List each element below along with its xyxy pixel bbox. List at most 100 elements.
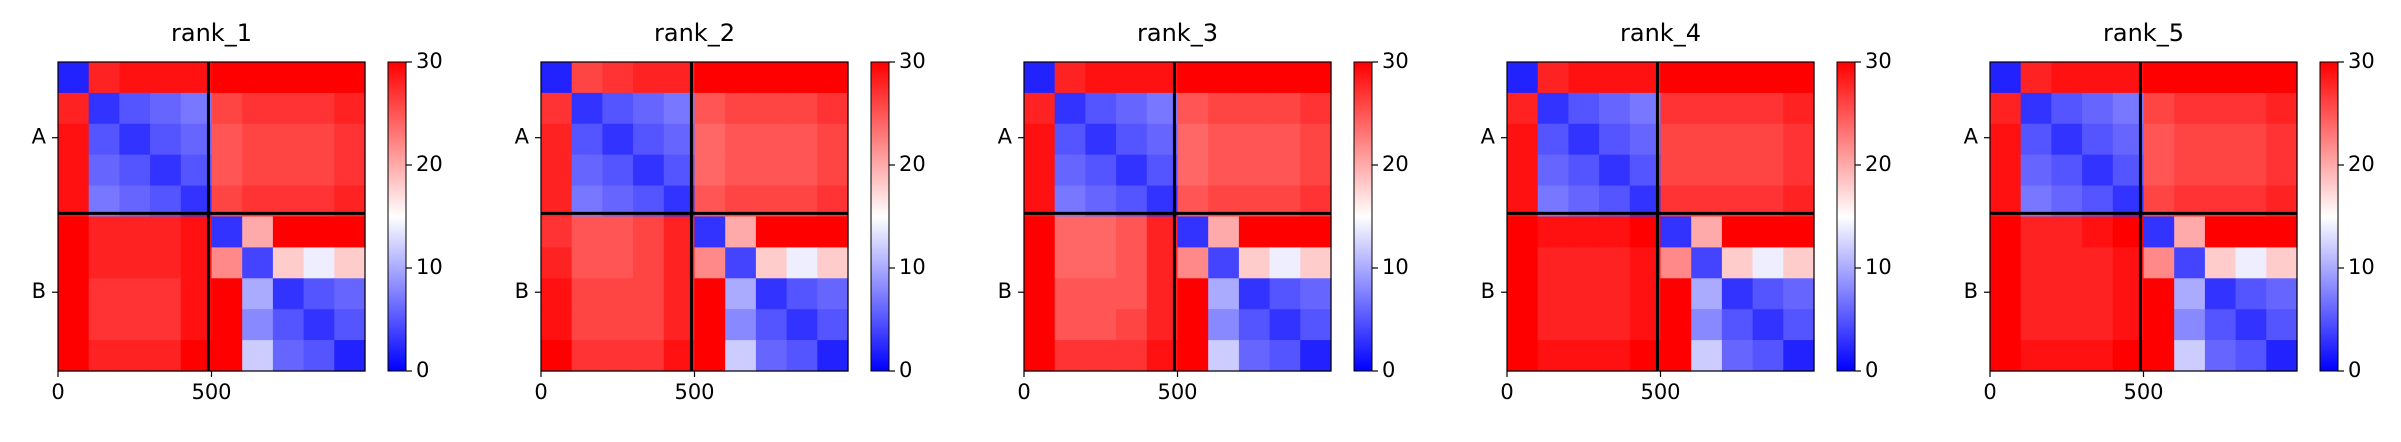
heatmap-cell <box>2082 216 2114 248</box>
heatmap-cell <box>1537 216 1569 248</box>
heatmap-cell <box>571 123 603 156</box>
heatmap-cell <box>602 62 634 94</box>
heatmap-cell <box>88 185 120 218</box>
heatmap-cell <box>242 123 274 156</box>
heatmap-cell <box>1177 340 1209 372</box>
heatmap-cell <box>755 154 788 187</box>
heatmap-cell <box>334 278 366 310</box>
heatmap-cell <box>541 185 573 218</box>
heatmap-cell <box>1721 92 1754 125</box>
heatmap-cell <box>1629 278 1662 310</box>
heatmap-cell <box>1660 340 1692 372</box>
heatmap-cell <box>1116 123 1148 156</box>
heatmap-cell <box>633 185 665 218</box>
heatmap-cell <box>1177 62 1209 94</box>
heatmap-cell <box>1752 309 1784 341</box>
heatmap-cell <box>1507 309 1539 341</box>
heatmap-cell <box>1238 309 1271 341</box>
heatmap-cell <box>211 340 243 372</box>
heatmap-cell <box>663 278 696 310</box>
colorbar-tick-label: 10 <box>416 255 443 279</box>
heatmap-cell <box>1568 92 1600 125</box>
heatmap-cell <box>725 247 757 279</box>
heatmap-cell <box>725 123 757 156</box>
heatmap-cell <box>817 340 849 372</box>
heatmap-cell <box>180 92 213 125</box>
heatmap-cell <box>1269 278 1301 310</box>
heatmap-cell <box>2051 278 2083 310</box>
heatmap-cell <box>1599 309 1631 341</box>
colorbar <box>387 61 407 372</box>
heatmap-cell <box>1783 247 1815 279</box>
x-tick-label: 500 <box>2123 380 2163 404</box>
heatmap-cell <box>633 278 665 310</box>
heatmap-cell <box>242 340 274 372</box>
y-tick-label: A <box>32 125 47 149</box>
heatmap-cell <box>1629 92 1662 125</box>
heatmap-cell <box>58 247 90 279</box>
heatmap-cell <box>303 247 335 279</box>
heatmap-cell <box>119 216 151 248</box>
heatmap-cell <box>1116 247 1148 279</box>
heatmap-cell <box>334 216 366 248</box>
heatmap-cell <box>1660 62 1692 94</box>
heatmap-cell <box>272 154 305 187</box>
heatmap-cell <box>272 309 305 341</box>
heatmap-cell <box>1990 123 2022 156</box>
heatmap-cell <box>88 92 120 125</box>
heatmap-cell <box>725 278 757 310</box>
heatmap-cell <box>663 216 696 248</box>
heatmap-cell <box>334 185 366 218</box>
heatmap-cell <box>1721 185 1754 218</box>
heatmap-cell <box>633 154 665 187</box>
heatmap-cell <box>2082 123 2114 156</box>
heatmap-cell <box>1177 92 1209 125</box>
heatmap-cell <box>1691 185 1723 218</box>
heatmap-cell <box>1691 247 1723 279</box>
heatmap-cell <box>786 62 818 94</box>
title: rank_5 <box>2103 19 2184 47</box>
x-tick-label: 500 <box>674 380 714 404</box>
heatmap-cell <box>180 154 213 187</box>
heatmap-cell <box>211 92 243 125</box>
heatmap-cell <box>1537 154 1569 187</box>
heatmap-cell <box>303 154 335 187</box>
colorbar-tick-label: 0 <box>416 358 429 382</box>
heatmap-cell <box>1990 92 2022 125</box>
heatmap-cell <box>2082 309 2114 341</box>
heatmap-cell <box>1177 185 1209 218</box>
heatmap-cell <box>786 247 818 279</box>
heatmap-cell <box>1116 92 1148 125</box>
heatmap-cell <box>1537 185 1569 218</box>
heatmap-cell <box>2143 247 2175 279</box>
heatmap-cell <box>725 62 757 94</box>
heatmap-cell <box>1691 62 1723 94</box>
heatmap-cell <box>1116 278 1148 310</box>
heatmap-cell <box>571 154 603 187</box>
heatmap-cell <box>1085 123 1117 156</box>
heatmap-cell <box>150 278 182 310</box>
heatmap-cell <box>1721 340 1754 372</box>
heatmap-cell <box>1116 185 1148 218</box>
heatmap-cell <box>2174 92 2206 125</box>
colorbar-tick-label: 0 <box>1865 358 1878 382</box>
heatmap-cell <box>1660 92 1692 125</box>
heatmap-cell <box>1054 92 1086 125</box>
heatmap-cell <box>2112 309 2145 341</box>
heatmap-cell <box>725 309 757 341</box>
heatmap-cell <box>1691 309 1723 341</box>
heatmap-cell <box>1783 309 1815 341</box>
heatmap-cell <box>1300 340 1332 372</box>
heatmap-cell <box>663 309 696 341</box>
heatmap-cell <box>725 185 757 218</box>
heatmap-cell <box>1568 340 1600 372</box>
heatmap-cell <box>1507 278 1539 310</box>
y-tick-label: A <box>1964 125 1979 149</box>
heatmap-cell <box>1660 216 1692 248</box>
heatmap-cell <box>725 340 757 372</box>
heatmap-cell <box>150 185 182 218</box>
heatmap-cell <box>58 278 90 310</box>
heatmap-cell <box>1568 216 1600 248</box>
heatmap-cell <box>334 247 366 279</box>
heatmap-cell <box>1208 216 1240 248</box>
